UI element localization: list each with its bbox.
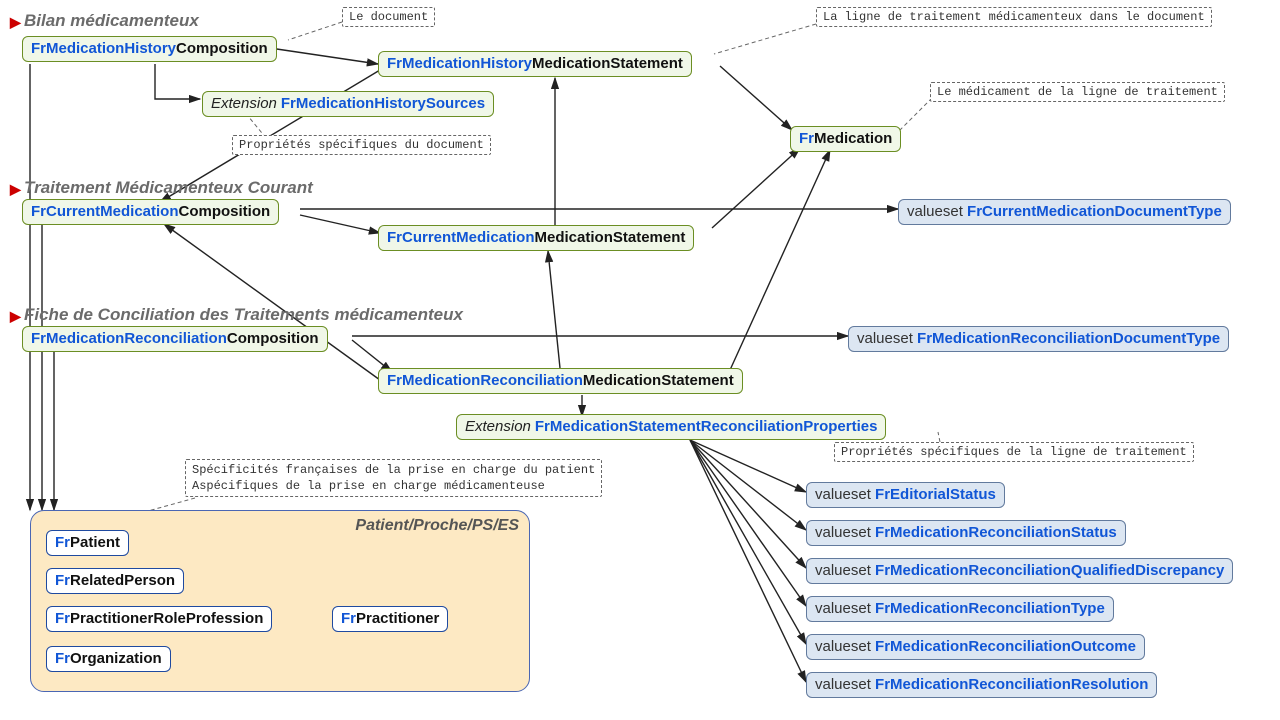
marker-2: ▶ bbox=[10, 181, 21, 198]
node-frmedicationreconciliation-composition[interactable]: FrMedicationReconciliationComposition bbox=[22, 326, 328, 352]
section-courant: Traitement Médicamenteux Courant bbox=[24, 178, 313, 198]
note-proprietes-document: Propriétés spécifiques du document bbox=[232, 135, 491, 155]
node-frmedicationreconciliation-statement[interactable]: FrMedicationReconciliationMedicationStat… bbox=[378, 368, 743, 394]
note-specificites-patient: Spécificités françaises de la prise en c… bbox=[185, 459, 602, 497]
note-le-document: Le document bbox=[342, 7, 435, 27]
node-frpractitioner[interactable]: FrPractitioner bbox=[332, 606, 448, 632]
node-frcurrentmedication-statement[interactable]: FrCurrentMedicationMedicationStatement bbox=[378, 225, 694, 251]
group-title: Patient/Proche/PS/ES bbox=[355, 517, 519, 535]
node-frmedicationhistory-statement[interactable]: FrMedicationHistoryMedicationStatement bbox=[378, 51, 692, 77]
valueset-current-doctype[interactable]: valueset FrCurrentMedicationDocumentType bbox=[898, 199, 1231, 225]
node-extension-reconciliation-properties[interactable]: ExtensionFrMedicationStatementReconcilia… bbox=[456, 414, 886, 440]
node-frpatient[interactable]: FrPatient bbox=[46, 530, 129, 556]
section-fiche: Fiche de Conciliation des Traitements mé… bbox=[24, 305, 463, 325]
section-bilan: Bilan médicamenteux bbox=[24, 11, 199, 31]
valueset-reconciliation-doctype[interactable]: valueset FrMedicationReconciliationDocum… bbox=[848, 326, 1229, 352]
valueset-editorial-status[interactable]: valueset FrEditorialStatus bbox=[806, 482, 1005, 508]
valueset-reconciliation-resolution[interactable]: valueset FrMedicationReconciliationResol… bbox=[806, 672, 1157, 698]
node-frrelatedperson[interactable]: FrRelatedPerson bbox=[46, 568, 184, 594]
node-frmedication[interactable]: FrMedication bbox=[790, 126, 901, 152]
marker-1: ▶ bbox=[10, 14, 21, 31]
note-proprietes-ligne: Propriétés spécifiques de la ligne de tr… bbox=[834, 442, 1194, 462]
marker-3: ▶ bbox=[10, 308, 21, 325]
node-frmedicationhistory-composition[interactable]: FrMedicationHistoryComposition bbox=[22, 36, 277, 62]
node-frorganization[interactable]: FrOrganization bbox=[46, 646, 171, 672]
valueset-reconciliation-outcome[interactable]: valueset FrMedicationReconciliationOutco… bbox=[806, 634, 1145, 660]
valueset-reconciliation-type[interactable]: valueset FrMedicationReconciliationType bbox=[806, 596, 1114, 622]
node-extension-history-sources[interactable]: ExtensionFrMedicationHistorySources bbox=[202, 91, 494, 117]
node-frpractitionerroleprofession[interactable]: FrPractitionerRoleProfession bbox=[46, 606, 272, 632]
note-ligne-traitement: La ligne de traitement médicamenteux dan… bbox=[816, 7, 1212, 27]
note-medicament: Le médicament de la ligne de traitement bbox=[930, 82, 1225, 102]
valueset-reconciliation-status[interactable]: valueset FrMedicationReconciliationStatu… bbox=[806, 520, 1126, 546]
valueset-qualified-discrepancy[interactable]: valueset FrMedicationReconciliationQuali… bbox=[806, 558, 1233, 584]
node-frcurrentmedication-composition[interactable]: FrCurrentMedicationComposition bbox=[22, 199, 279, 225]
